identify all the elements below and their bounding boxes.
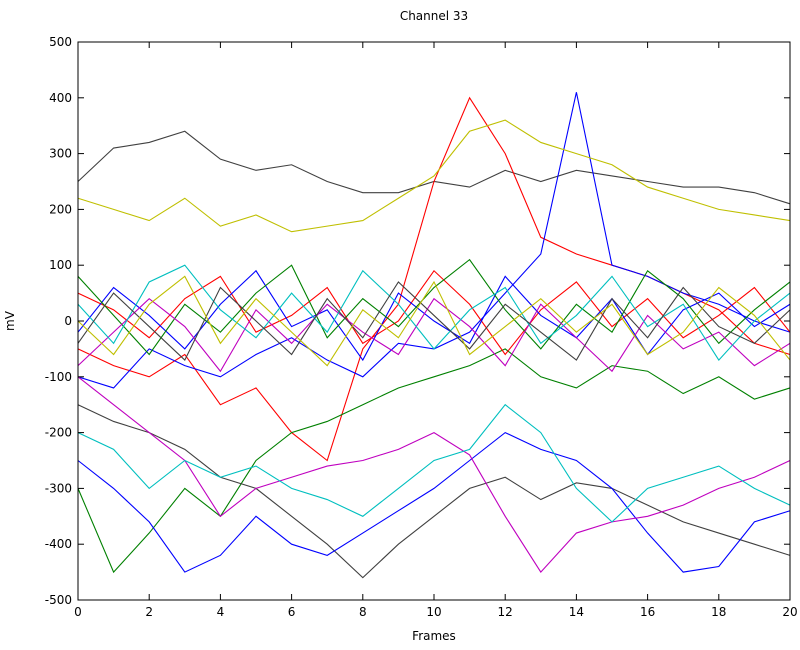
x-tick-label: 16 <box>640 605 655 619</box>
series-line <box>77 348 791 574</box>
y-tick-label: 300 <box>49 147 72 161</box>
x-tick-label: 8 <box>359 605 367 619</box>
y-tick-label: -200 <box>45 426 72 440</box>
plot-area <box>77 92 791 579</box>
x-tick-label: 20 <box>782 605 797 619</box>
y-tick-label: -400 <box>45 537 72 551</box>
x-tick-label: 14 <box>569 605 584 619</box>
series-line <box>77 96 791 462</box>
series-line <box>77 404 791 579</box>
series-line <box>77 92 791 389</box>
x-tick-label: 0 <box>74 605 82 619</box>
y-axis-label: mV <box>3 310 17 331</box>
y-tick-label: -500 <box>45 593 72 607</box>
series-line <box>77 269 791 362</box>
series-line <box>77 297 791 373</box>
series-line <box>77 431 791 573</box>
x-tick-label: 10 <box>426 605 441 619</box>
series-line <box>77 119 791 233</box>
y-tick-label: 0 <box>64 314 72 328</box>
x-tick-label: 6 <box>288 605 296 619</box>
x-tick-label: 12 <box>498 605 513 619</box>
x-tick-label: 18 <box>711 605 726 619</box>
series-line <box>77 275 791 367</box>
x-axis-label: Frames <box>412 629 456 643</box>
x-tick-label: 2 <box>145 605 153 619</box>
series-line <box>77 403 791 523</box>
y-tick-label: 500 <box>49 35 72 49</box>
series-line <box>77 264 791 361</box>
series-line <box>77 376 791 574</box>
series-line <box>77 130 791 205</box>
chart-title: Channel 33 <box>400 9 468 23</box>
y-tick-label: 100 <box>49 258 72 272</box>
y-tick-label: -100 <box>45 370 72 384</box>
y-tick-label: 400 <box>49 91 72 105</box>
y-tick-label: -300 <box>45 481 72 495</box>
series-line <box>77 258 791 356</box>
series-line <box>77 269 791 356</box>
x-tick-label: 4 <box>217 605 225 619</box>
y-tick-label: 200 <box>49 202 72 216</box>
series-line <box>77 281 791 361</box>
